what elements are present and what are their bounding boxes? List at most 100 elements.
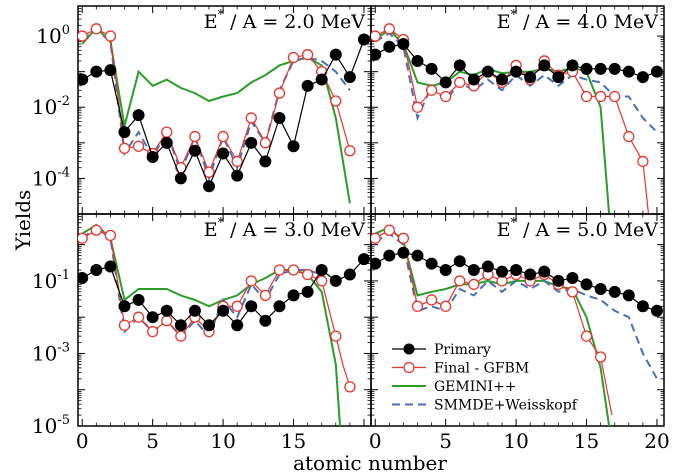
data-point-primary [329, 48, 342, 61]
data-point-primary [622, 289, 635, 302]
data-point-final-gfbm [259, 289, 272, 302]
y-tick-label: 10-4 [32, 165, 70, 190]
data-point-final-gfbm [301, 49, 314, 61]
data-point-primary [343, 71, 356, 84]
series-group [371, 23, 663, 214]
legend-label-smmde-weisskopf: SMMDE+Weisskopf [434, 398, 579, 414]
data-point-primary [90, 264, 103, 277]
data-point-primary [78, 272, 89, 285]
data-point-final-gfbm [468, 278, 480, 291]
x-axis-label: atomic number [293, 451, 447, 474]
data-point-primary [594, 282, 607, 295]
legend-marker-primary [403, 343, 415, 355]
data-point-primary [439, 264, 452, 277]
data-point-primary [174, 172, 187, 185]
data-point-final-gfbm [273, 264, 286, 276]
data-point-final-gfbm [609, 90, 621, 103]
data-point-primary [132, 109, 145, 122]
data-point-primary [231, 319, 244, 332]
data-point-final-gfbm [273, 87, 286, 99]
x-tick-label: 10 [503, 429, 528, 453]
data-point-primary [174, 319, 187, 332]
legend-label-primary: Primary [434, 342, 491, 358]
data-point-final-gfbm [411, 101, 424, 113]
data-point-final-gfbm [344, 145, 356, 157]
data-point-final-gfbm [316, 275, 328, 287]
x-tick-label: 5 [439, 429, 452, 453]
data-point-primary [188, 304, 201, 317]
data-point-final-gfbm [118, 142, 131, 154]
series-line-final-gfbm [374, 229, 613, 416]
data-point-final-gfbm [440, 90, 452, 103]
data-point-primary [315, 264, 328, 277]
data-point-final-gfbm [594, 351, 607, 363]
data-point-final-gfbm [217, 130, 229, 143]
data-point-primary [481, 260, 494, 273]
x-tick-label: 15 [574, 429, 599, 453]
data-point-final-gfbm [301, 268, 314, 281]
data-point-primary [552, 274, 565, 287]
data-point-primary [650, 65, 663, 78]
data-point-primary [259, 155, 272, 168]
data-point-primary [104, 260, 117, 273]
x-tick-label: 20 [644, 429, 669, 453]
y-axis-label: Yields [11, 190, 35, 252]
x-tick-label: 10 [210, 429, 235, 453]
data-point-primary [608, 62, 621, 75]
x-tick-label: 15 [281, 429, 306, 453]
data-point-primary [397, 37, 410, 50]
data-point-primary [383, 40, 396, 53]
legend-label-gemini-: GEMINI++ [434, 379, 517, 395]
data-point-primary [371, 48, 382, 61]
data-point-primary [160, 304, 173, 317]
data-point-primary [496, 265, 509, 278]
data-point-primary [481, 65, 494, 78]
data-point-primary [104, 64, 117, 77]
data-point-final-gfbm [623, 130, 635, 143]
data-point-primary [425, 62, 438, 75]
data-point-primary [580, 62, 593, 75]
data-point-final-gfbm [78, 30, 88, 42]
data-point-final-gfbm [594, 90, 607, 103]
data-point-final-gfbm [90, 23, 102, 35]
data-point-final-gfbm [132, 311, 145, 323]
data-point-primary [203, 180, 216, 193]
data-point-final-gfbm [580, 90, 593, 103]
data-point-final-gfbm [330, 330, 342, 342]
data-point-primary [622, 65, 635, 78]
y-tick-label: 10-1 [32, 268, 70, 293]
data-point-final-gfbm [245, 112, 257, 124]
panel-2: E* / A = 4.0 MeV [370, 5, 665, 215]
data-point-primary [608, 285, 621, 298]
data-point-primary [566, 272, 579, 285]
data-point-final-gfbm [383, 23, 395, 35]
data-point-primary [315, 73, 328, 86]
data-point-final-gfbm [90, 224, 102, 236]
data-point-primary [245, 300, 258, 313]
data-point-primary [90, 65, 103, 78]
data-point-final-gfbm [259, 137, 272, 149]
data-point-primary [383, 249, 396, 262]
panel-1: 100 10-2 10-4 E* / A = 2.0 MeV [32, 5, 372, 215]
data-point-final-gfbm [383, 224, 395, 236]
data-point-final-gfbm [454, 275, 466, 287]
data-point-primary [329, 274, 342, 287]
data-point-primary [118, 126, 131, 139]
data-point-final-gfbm [231, 300, 243, 312]
data-point-primary [496, 73, 509, 86]
y-tick-label: 10-3 [32, 340, 70, 365]
data-point-final-gfbm [330, 95, 342, 107]
data-point-primary [397, 246, 410, 259]
data-point-final-gfbm [147, 325, 159, 338]
data-point-primary [78, 73, 89, 86]
panel-title: E* / A = 5.0 MeV [497, 216, 659, 241]
data-point-final-gfbm [344, 381, 356, 393]
data-point-final-gfbm [637, 155, 649, 168]
data-point-primary [453, 255, 466, 268]
data-point-primary [203, 319, 216, 332]
data-point-final-gfbm [397, 232, 410, 244]
data-point-final-gfbm [411, 300, 424, 312]
series-group [78, 23, 370, 204]
